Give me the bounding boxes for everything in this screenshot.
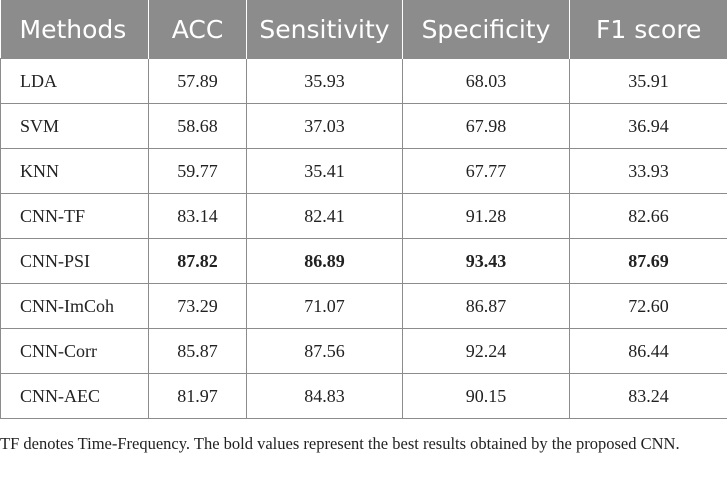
- table-row: KNN 59.77 35.41 67.77 33.93: [0, 148, 727, 194]
- cell-sensitivity: 84.83: [246, 373, 403, 419]
- table-row: CNN-ImCoh 73.29 71.07 86.87 72.60: [0, 283, 727, 329]
- cell-acc: 57.89: [148, 58, 247, 104]
- table-row: LDA 57.89 35.93 68.03 35.91: [0, 58, 727, 104]
- cell-f1: 82.66: [569, 193, 727, 239]
- cell-sensitivity: 87.56: [246, 328, 403, 374]
- cell-acc: 58.68: [148, 103, 247, 149]
- cell-sensitivity: 35.41: [246, 148, 403, 194]
- cell-sensitivity: 37.03: [246, 103, 403, 149]
- cell-f1: 83.24: [569, 373, 727, 419]
- table-row: CNN-TF 83.14 82.41 91.28 82.66: [0, 193, 727, 239]
- cell-f1: 33.93: [569, 148, 727, 194]
- cell-specificity: 67.98: [402, 103, 570, 149]
- cell-method: CNN-PSI: [0, 238, 149, 284]
- cell-method: CNN-Corr: [0, 328, 149, 374]
- cell-f1: 35.91: [569, 58, 727, 104]
- results-table: Methods ACC Sensitivity Specificity F1 s…: [0, 0, 727, 419]
- header-f1-score: F1 score: [569, 0, 727, 59]
- cell-acc: 83.14: [148, 193, 247, 239]
- header-sensitivity: Sensitivity: [246, 0, 403, 59]
- cell-specificity: 90.15: [402, 373, 570, 419]
- table-footnote: TF denotes Time-Frequency. The bold valu…: [0, 434, 680, 453]
- cell-specificity: 93.43: [402, 238, 570, 284]
- cell-acc: 73.29: [148, 283, 247, 329]
- cell-acc: 59.77: [148, 148, 247, 194]
- header-specificity: Specificity: [402, 0, 570, 59]
- table-row-best: CNN-PSI 87.82 86.89 93.43 87.69: [0, 238, 727, 284]
- table-row: CNN-Corr 85.87 87.56 92.24 86.44: [0, 328, 727, 374]
- cell-f1: 72.60: [569, 283, 727, 329]
- cell-acc: 85.87: [148, 328, 247, 374]
- cell-specificity: 86.87: [402, 283, 570, 329]
- cell-method: CNN-AEC: [0, 373, 149, 419]
- cell-sensitivity: 82.41: [246, 193, 403, 239]
- table-row: SVM 58.68 37.03 67.98 36.94: [0, 103, 727, 149]
- cell-method: SVM: [0, 103, 149, 149]
- header-acc: ACC: [148, 0, 247, 59]
- cell-specificity: 91.28: [402, 193, 570, 239]
- cell-specificity: 67.77: [402, 148, 570, 194]
- cell-sensitivity: 35.93: [246, 58, 403, 104]
- cell-f1: 36.94: [569, 103, 727, 149]
- cell-method: LDA: [0, 58, 149, 104]
- table-header-row: Methods ACC Sensitivity Specificity F1 s…: [0, 0, 727, 59]
- cell-sensitivity: 71.07: [246, 283, 403, 329]
- header-methods: Methods: [0, 0, 149, 59]
- cell-f1: 86.44: [569, 328, 727, 374]
- cell-specificity: 92.24: [402, 328, 570, 374]
- table-row: CNN-AEC 81.97 84.83 90.15 83.24: [0, 373, 727, 419]
- cell-f1: 87.69: [569, 238, 727, 284]
- cell-method: CNN-TF: [0, 193, 149, 239]
- cell-method: CNN-ImCoh: [0, 283, 149, 329]
- cell-sensitivity: 86.89: [246, 238, 403, 284]
- cell-acc: 81.97: [148, 373, 247, 419]
- cell-specificity: 68.03: [402, 58, 570, 104]
- cell-acc: 87.82: [148, 238, 247, 284]
- cell-method: KNN: [0, 148, 149, 194]
